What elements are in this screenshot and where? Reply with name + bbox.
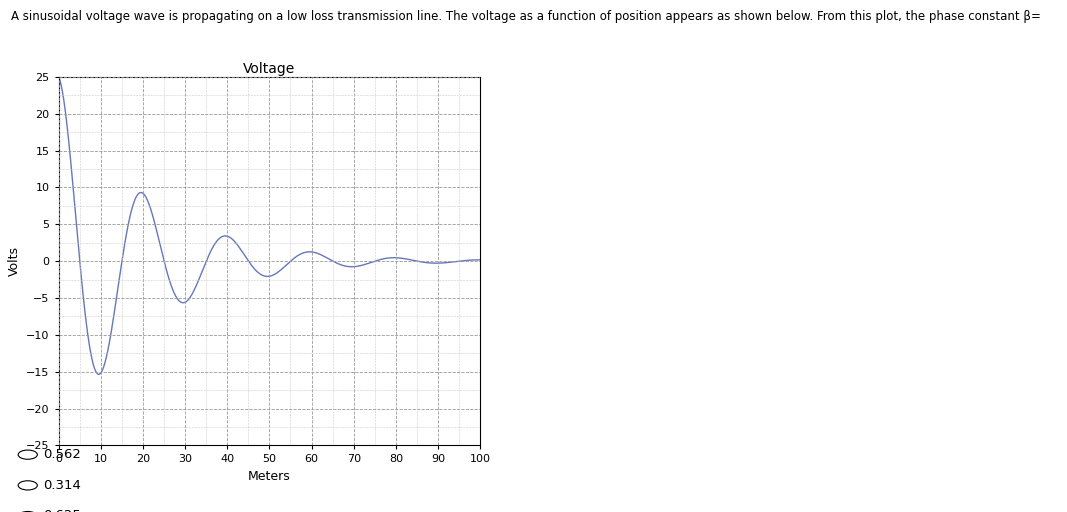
Text: 0.314: 0.314 [43,479,80,492]
X-axis label: Meters: Meters [248,470,291,483]
Text: 0.562: 0.562 [43,448,80,461]
Text: 0.625: 0.625 [43,509,80,512]
Text: A sinusoidal voltage wave is propagating on a low loss transmission line. The vo: A sinusoidal voltage wave is propagating… [11,10,1040,23]
Title: Voltage: Voltage [243,61,296,76]
Y-axis label: Volts: Volts [7,246,20,276]
